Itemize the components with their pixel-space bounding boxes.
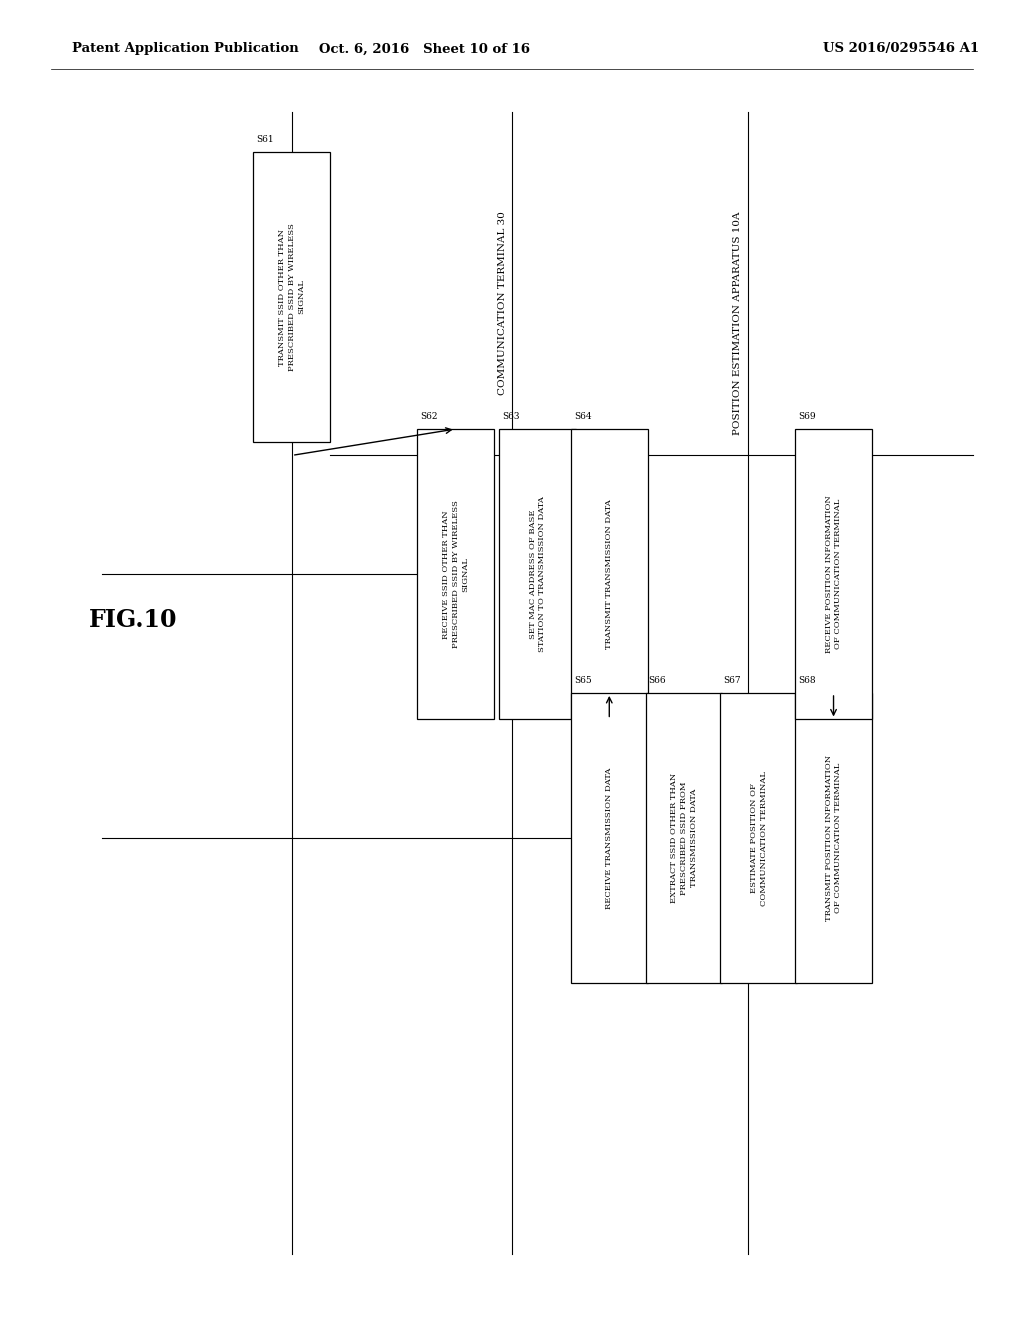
- Bar: [721, 693, 797, 983]
- Text: EXTRACT SSID OTHER THAN
PRESCRIBED SSID FROM
TRANSMISSION DATA: EXTRACT SSID OTHER THAN PRESCRIBED SSID …: [671, 774, 697, 903]
- Text: Oct. 6, 2016   Sheet 10 of 16: Oct. 6, 2016 Sheet 10 of 16: [319, 42, 530, 55]
- Text: S66: S66: [649, 676, 667, 685]
- Text: POSITION ESTIMATION APPARATUS 10A: POSITION ESTIMATION APPARATUS 10A: [733, 211, 742, 434]
- Text: RECEIVE TRANSMISSION DATA: RECEIVE TRANSMISSION DATA: [605, 767, 613, 909]
- Text: S68: S68: [799, 676, 816, 685]
- Text: SET MAC ADDRESS OF BASE
STATION TO TRANSMISSION DATA: SET MAC ADDRESS OF BASE STATION TO TRANS…: [528, 496, 547, 652]
- Text: S65: S65: [573, 676, 592, 685]
- Bar: [418, 429, 495, 719]
- Text: TRANSMIT SSID OTHER THAN
PRESCRIBED SSID BY WIRELESS
SIGNAL: TRANSMIT SSID OTHER THAN PRESCRIBED SSID…: [279, 223, 305, 371]
- Text: S69: S69: [799, 412, 816, 421]
- Bar: [500, 429, 575, 719]
- Text: BASE STATION 40: BASE STATION 40: [278, 211, 287, 310]
- Text: S63: S63: [503, 412, 520, 421]
- Bar: [795, 429, 871, 719]
- Text: RECEIVE SSID OTHER THAN
PRESCRIBED SSID BY WIRELESS
SIGNAL: RECEIVE SSID OTHER THAN PRESCRIBED SSID …: [442, 500, 469, 648]
- Text: S62: S62: [421, 412, 438, 421]
- Text: TRANSMIT TRANSMISSION DATA: TRANSMIT TRANSMISSION DATA: [605, 499, 613, 649]
- Text: S64: S64: [573, 412, 592, 421]
- Text: S61: S61: [256, 135, 274, 144]
- Bar: [571, 429, 647, 719]
- Bar: [646, 693, 723, 983]
- Text: ESTIMATE POSITION OF
COMMUNICATION TERMINAL: ESTIMATE POSITION OF COMMUNICATION TERMI…: [750, 771, 768, 906]
- Text: FIG.10: FIG.10: [89, 609, 177, 632]
- Bar: [795, 693, 871, 983]
- Bar: [253, 152, 330, 442]
- Text: Patent Application Publication: Patent Application Publication: [72, 42, 298, 55]
- Text: TRANSMIT POSITION INFORMATION
OF COMMUNICATION TERMINAL: TRANSMIT POSITION INFORMATION OF COMMUNI…: [824, 755, 843, 921]
- Bar: [571, 693, 647, 983]
- Text: US 2016/0295546 A1: US 2016/0295546 A1: [823, 42, 979, 55]
- Text: RECEIVE POSITION INFORMATION
OF COMMUNICATION TERMINAL: RECEIVE POSITION INFORMATION OF COMMUNIC…: [824, 495, 843, 653]
- Text: COMMUNICATION TERMINAL 30: COMMUNICATION TERMINAL 30: [498, 211, 507, 395]
- Text: S67: S67: [723, 676, 741, 685]
